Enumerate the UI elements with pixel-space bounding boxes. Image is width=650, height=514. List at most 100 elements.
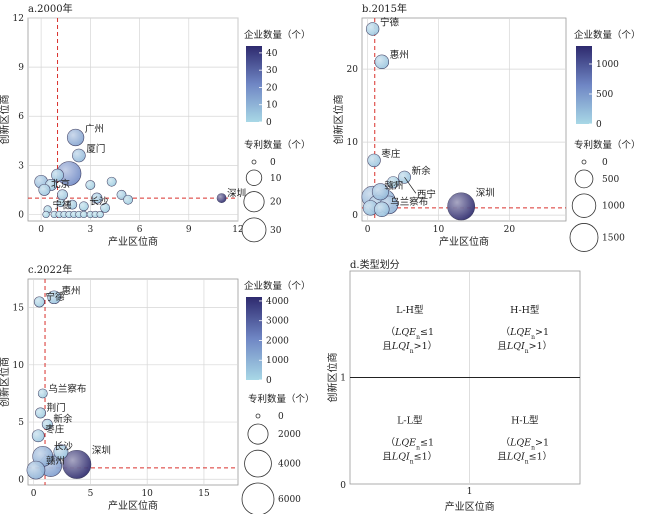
data-point-highlight <box>70 211 78 218</box>
data-point-highlight <box>62 450 91 479</box>
x-ref-label: 1 <box>467 487 473 497</box>
data-point-highlight <box>57 161 82 186</box>
size-legend-label: 4000 <box>278 460 301 470</box>
data-point-highlight <box>56 199 65 207</box>
x-axis-label: 产业区位商 <box>439 235 489 248</box>
color-legend-tick: 1000 <box>596 60 619 70</box>
x-tick-label: 10 <box>433 225 445 235</box>
quadrant-condition-2: 且LQIn>1） <box>497 340 552 355</box>
data-point-highlight <box>366 22 380 36</box>
quadrant-condition-1: （LQEn>1 <box>501 326 549 341</box>
point-label: 宁德 <box>45 291 65 303</box>
color-legend-title: 企业数量（个） <box>574 29 641 41</box>
color-legend-title: 企业数量（个） <box>244 29 311 41</box>
point-label: 长沙 <box>54 440 74 452</box>
data-point-highlight <box>65 211 73 218</box>
data-point-highlight <box>42 419 53 430</box>
y-axis-label: 创新区位商 <box>0 357 11 407</box>
data-point-highlight <box>91 211 99 218</box>
y-tick-label: 6 <box>18 112 24 122</box>
quadrant-condition-2: 且LQIn≤1） <box>497 451 552 466</box>
data-point-highlight <box>51 169 64 182</box>
x-axis-label: 产业区位商 <box>445 500 495 513</box>
color-legend-tick: 30 <box>266 66 278 76</box>
size-legend-label: 6000 <box>278 495 301 505</box>
data-point-highlight <box>367 154 381 167</box>
quadrant-condition-2: 且LQIn>1） <box>382 340 437 355</box>
x-tick-label: 20 <box>504 225 516 235</box>
x-tick-label: 6 <box>137 225 143 235</box>
panel-title: d.类型划分 <box>350 258 400 271</box>
y-tick-label: 9 <box>18 63 24 73</box>
quadrant-condition-1: （LQEn>1 <box>501 437 549 452</box>
y-tick-label: 0 <box>18 475 24 485</box>
size-legend-circle <box>569 223 599 252</box>
point-label: 乌兰察布 <box>390 196 428 208</box>
data-point-highlight <box>67 200 77 210</box>
data-point-highlight <box>75 211 83 218</box>
data-point-highlight <box>85 180 95 190</box>
y-axis-label: 创新区位商 <box>0 95 11 145</box>
point-label: 赣州 <box>46 455 65 467</box>
size-legend-label: 2000 <box>278 430 301 440</box>
color-bar <box>576 46 592 124</box>
data-point-highlight <box>50 211 58 218</box>
quadrant-type: H-L型 <box>511 416 539 427</box>
point-label: 深圳 <box>92 445 111 456</box>
data-point-highlight <box>79 201 89 211</box>
size-legend-label: 10 <box>270 174 282 184</box>
size-legend-label: 500 <box>602 175 619 185</box>
quadrant-type: L-H型 <box>396 305 424 316</box>
data-point-highlight <box>91 192 103 204</box>
data-point-highlight <box>67 129 84 146</box>
size-legend-label: 20 <box>270 198 282 208</box>
size-legend-circle <box>255 413 261 419</box>
panel-title: a.2000年 <box>28 2 73 15</box>
point-label: 厦门 <box>86 143 105 155</box>
quadrant-type: L-L型 <box>397 416 423 427</box>
y-tick-label: 15 <box>13 304 25 314</box>
point-label: 广州 <box>85 123 104 135</box>
point-label: 北京 <box>51 178 70 190</box>
x-axis-label: 产业区位商 <box>108 499 158 512</box>
data-point-highlight <box>123 195 133 205</box>
point-label: 惠州 <box>390 49 409 61</box>
data-point-highlight <box>32 429 45 442</box>
x-tick-label: 15 <box>198 489 210 499</box>
size-legend-circle <box>241 482 275 514</box>
quadrant-condition-1: （LQEn≤1 <box>386 326 434 341</box>
color-legend-tick: 3000 <box>266 317 289 327</box>
size-legend-label: 0 <box>278 412 284 422</box>
panel-title: b.2015年 <box>362 2 407 15</box>
color-bar <box>246 297 262 380</box>
data-point-highlight <box>38 184 51 196</box>
size-legend-title: 专利数量（个） <box>248 393 315 405</box>
point-label: 长沙 <box>89 196 109 208</box>
point-label: 枣庄 <box>381 148 401 160</box>
data-point-highlight <box>374 201 390 217</box>
y-tick-label: 12 <box>13 14 24 24</box>
size-legend-circle <box>247 423 269 445</box>
size-legend-label: 0 <box>602 158 608 168</box>
point-label: 深圳 <box>476 188 495 199</box>
color-bar <box>246 46 262 122</box>
y-axis-label: 创新区位商 <box>332 95 345 145</box>
annotation-label: 西宁 <box>417 188 436 200</box>
data-point-highlight <box>72 149 86 162</box>
size-legend-label: 1500 <box>602 233 625 243</box>
size-legend-circle <box>244 449 272 478</box>
origin-label: 0 <box>340 481 346 491</box>
y-tick-label: 10 <box>347 138 359 148</box>
x-axis-label: 产业区位商 <box>108 235 158 248</box>
data-point-highlight <box>35 407 46 419</box>
panel-title: c.2022年 <box>28 263 72 276</box>
y-tick-label: 0 <box>352 211 358 221</box>
y-ref-label: 1 <box>340 374 346 384</box>
x-tick-label: 3 <box>87 225 93 235</box>
